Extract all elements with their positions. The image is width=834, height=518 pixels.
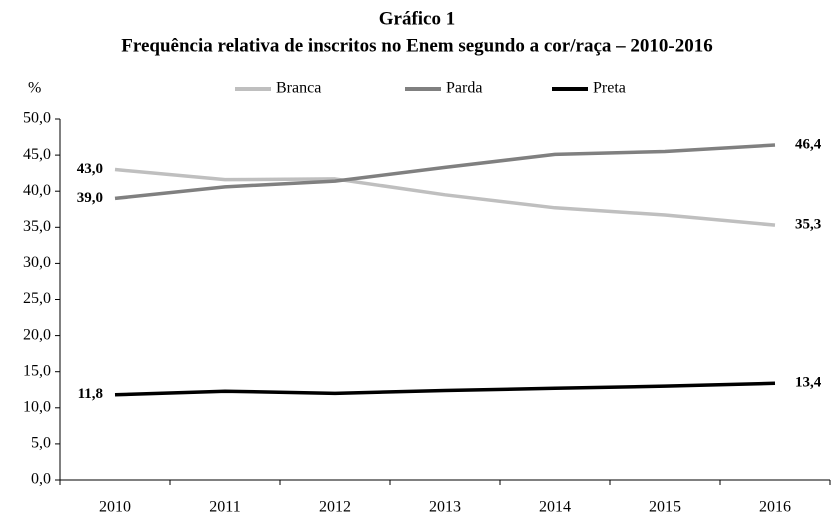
x-tick-label: 2015 xyxy=(649,499,681,516)
chart-title: Gráfico 1 xyxy=(379,8,456,29)
value-label: 43,0 xyxy=(77,161,103,177)
y-tick-label: 35,0 xyxy=(23,218,51,235)
y-tick-label: 10,0 xyxy=(23,398,51,415)
y-tick-label: 5,0 xyxy=(31,435,51,452)
value-label: 46,4 xyxy=(795,136,822,152)
line xyxy=(114,167,776,227)
y-tick-label: 25,0 xyxy=(23,290,51,307)
legend-label: Parda xyxy=(446,80,482,97)
x-tick-label: 2011 xyxy=(209,499,240,516)
x-tick-label: 2016 xyxy=(759,499,791,516)
line xyxy=(114,381,776,397)
y-tick-label: 30,0 xyxy=(23,254,51,271)
x-tick-label: 2010 xyxy=(99,499,131,516)
x-tick-label: 2012 xyxy=(319,499,351,516)
line xyxy=(114,143,776,201)
value-label: 11,8 xyxy=(78,386,103,402)
value-label: 13,4 xyxy=(795,375,822,391)
value-label: 35,3 xyxy=(795,217,821,233)
legend-label: Preta xyxy=(593,80,626,97)
value-label: 39,0 xyxy=(77,190,103,206)
x-tick-label: 2013 xyxy=(429,499,461,516)
chart-subtitle: Frequência relativa de inscritos no Enem… xyxy=(121,35,712,56)
x-tick-label: 2014 xyxy=(539,499,571,516)
y-tick-label: 45,0 xyxy=(23,146,51,163)
y-tick-label: 40,0 xyxy=(23,182,51,199)
y-axis-label: % xyxy=(28,80,41,97)
y-tick-label: 20,0 xyxy=(23,326,51,343)
y-tick-label: 15,0 xyxy=(23,362,51,379)
y-tick-label: 0,0 xyxy=(31,471,51,488)
y-tick-label: 50,0 xyxy=(23,110,51,127)
legend-label: Branca xyxy=(276,80,321,97)
